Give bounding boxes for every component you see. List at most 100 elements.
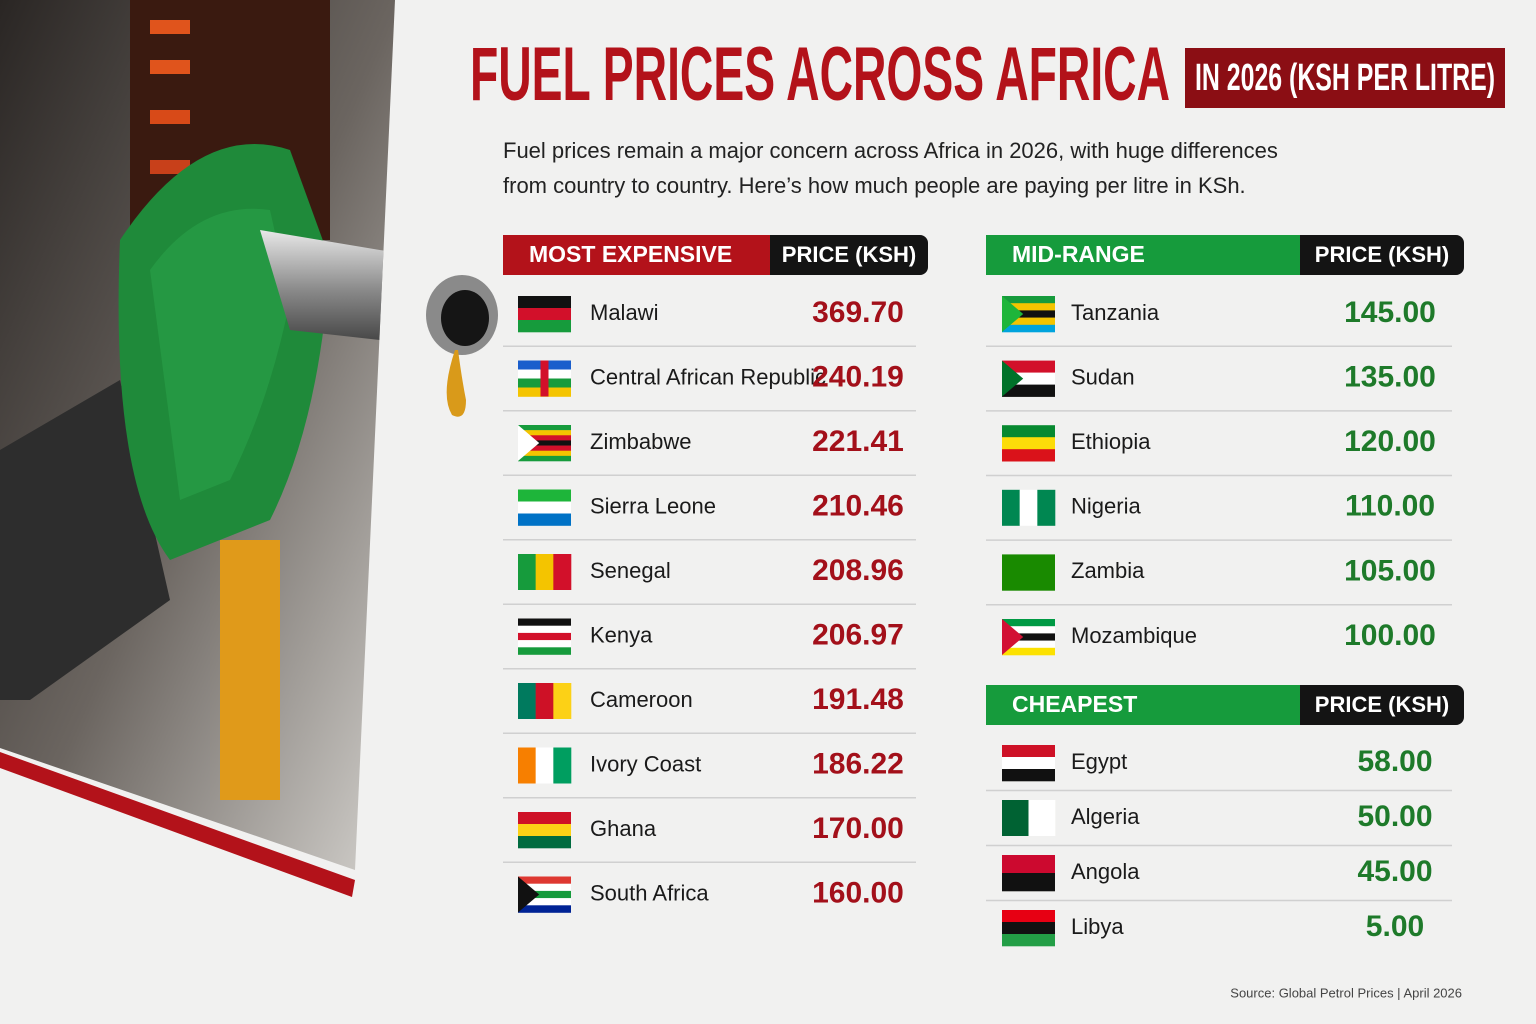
country: Kenya [590,622,653,647]
flag-stripe [518,824,571,837]
table-heading: CHEAPEST [1012,691,1137,717]
country: Libya [1071,914,1124,939]
country: Mozambique [1071,623,1197,648]
country: Sudan [1071,364,1135,389]
country: Ghana [590,816,657,841]
flag-stripe [1002,934,1055,947]
price: 5.00 [1366,910,1424,943]
flag-stripe [1002,910,1055,923]
price: 100.00 [1344,619,1436,652]
country: South Africa [590,880,709,905]
price: 58.00 [1357,745,1432,778]
country: Malawi [590,300,658,325]
price: 110.00 [1345,490,1435,523]
flag-stripe [1002,317,1055,326]
flag-stripe [518,640,571,648]
flag-stripe [518,683,536,719]
header-bg [986,685,1300,725]
flag-stripe [518,455,571,462]
price-heading: PRICE (KSH) [1315,692,1449,717]
flag-stripe [1002,449,1055,462]
flag-stripe [518,812,571,825]
flag-stripe [1002,619,1055,627]
intro-line: Fuel prices remain a major concern acros… [503,138,1278,163]
price: 206.97 [812,618,904,651]
flag-stripe [1002,310,1055,318]
country: Algeria [1071,804,1140,829]
price: 145.00 [1344,296,1436,329]
country: Egypt [1071,749,1127,774]
flag-triangle [1002,360,1024,397]
flag-stripe [553,747,572,784]
price: 191.48 [812,683,904,716]
flag-stripe [518,647,571,655]
flag-stripe [518,435,571,441]
red-stripe [0,752,355,897]
flag-stripe [535,554,554,590]
country: Ivory Coast [590,751,701,776]
flag-stripe [1002,626,1055,634]
source: Source: Global Petrol Prices | April 202… [1230,985,1462,1000]
country: Angola [1071,859,1140,884]
price: 210.46 [812,489,904,522]
flag-stripe [518,883,571,892]
fuel-drop [446,350,466,417]
flag-stripe [553,554,572,590]
table-heading: MID-RANGE [1012,241,1145,267]
header-price-bg [1290,235,1464,275]
flag-stripe [518,554,536,590]
flag-stripe [518,890,571,899]
price: 45.00 [1357,855,1432,888]
header-price-bg [1290,685,1464,725]
flag-stripe [518,513,571,526]
price-heading: PRICE (KSH) [1315,242,1449,267]
spout-hole [441,290,489,346]
country: Cameroon [590,687,693,712]
flag-stripe [1037,489,1056,526]
flag-stripe [540,360,549,397]
flag-stripe [1002,554,1055,591]
flag-stripe [1002,324,1055,333]
flag-triangle [1002,619,1024,655]
flag-stripe [518,876,571,884]
flag-stripe [1002,769,1055,782]
flag-stripe [518,450,571,457]
flag-stripe [1002,489,1020,526]
header-bg [986,235,1300,275]
flag-stripe [518,320,571,333]
flag-stripe [1002,425,1055,438]
flag-stripe [518,501,571,514]
flag-stripe [1019,489,1038,526]
flag-stripe [1028,800,1056,836]
price: 120.00 [1344,425,1436,458]
flag-triangle [1002,296,1024,332]
price: 170.00 [812,812,904,845]
country: Senegal [590,558,671,583]
flag-stripe [1002,745,1055,758]
flag-stripe [1002,922,1055,935]
price: 186.22 [812,747,904,780]
country: Central African Republic [590,364,826,389]
flag-stripe [535,683,554,719]
flag-stripe [1002,640,1055,649]
flag-stripe [1002,855,1055,874]
country: Sierra Leone [590,493,716,518]
price: 208.96 [812,554,904,587]
flag-stripe [1002,303,1055,311]
flag-stripe [518,747,536,784]
country: Zambia [1071,558,1145,583]
price: 369.70 [812,296,904,329]
flag-stripe [535,747,554,784]
flag-stripe [518,905,571,913]
country: Ethiopia [1071,429,1151,454]
flag-triangle [518,425,540,461]
flag-stripe [1002,384,1055,397]
flag-stripe [518,618,571,626]
badge [1185,48,1505,108]
flag-stripe [1002,647,1055,656]
price: 240.19 [812,360,904,393]
flag-stripe [1002,633,1055,641]
flag-stripe [518,632,571,641]
price: 105.00 [1344,554,1436,587]
flag-stripe [1002,437,1055,450]
